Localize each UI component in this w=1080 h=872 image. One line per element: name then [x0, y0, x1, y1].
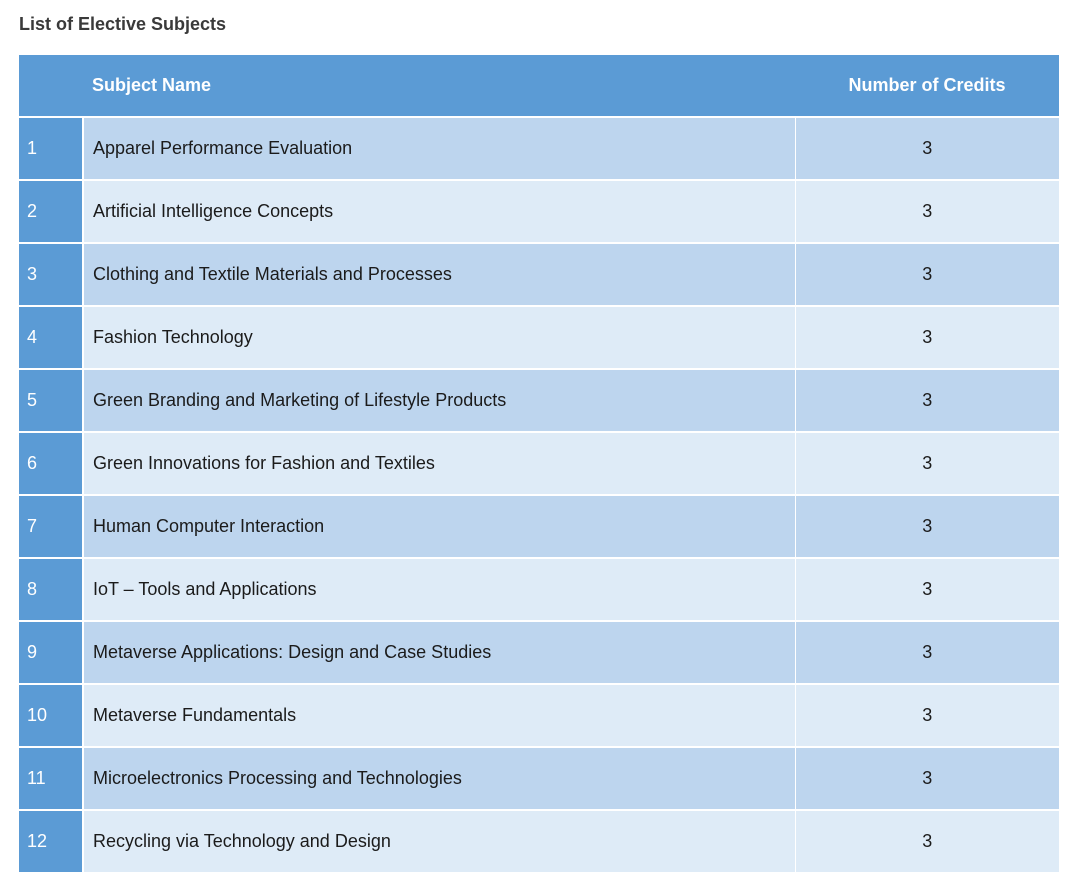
subject-credits: 3 [795, 117, 1059, 181]
subject-name: Clothing and Textile Materials and Proce… [83, 243, 796, 307]
subject-credits: 3 [795, 243, 1059, 307]
subject-name: Fashion Technology [83, 306, 796, 370]
elective-subjects-table: Subject Name Number of Credits 1 Apparel… [19, 55, 1059, 872]
table-row: 7 Human Computer Interaction 3 [19, 495, 1059, 559]
subject-name: Artificial Intelligence Concepts [83, 180, 796, 244]
table-row: 11 Microelectronics Processing and Techn… [19, 747, 1059, 811]
table-row: 2 Artificial Intelligence Concepts 3 [19, 180, 1059, 244]
row-number: 12 [19, 810, 84, 872]
subject-credits: 3 [795, 180, 1059, 244]
subject-name: Apparel Performance Evaluation [83, 117, 796, 181]
subject-name: Metaverse Applications: Design and Case … [83, 621, 796, 685]
row-number: 11 [19, 747, 84, 811]
subject-credits: 3 [795, 747, 1059, 811]
subject-name: Human Computer Interaction [83, 495, 796, 559]
subject-name: Green Innovations for Fashion and Textil… [83, 432, 796, 496]
header-subject-name: Subject Name [83, 55, 795, 118]
subject-credits: 3 [795, 684, 1059, 748]
page-title: List of Elective Subjects [19, 14, 227, 34]
row-number: 8 [19, 558, 84, 622]
row-number: 9 [19, 621, 84, 685]
subject-name: Green Branding and Marketing of Lifestyl… [83, 369, 796, 433]
subject-name: Recycling via Technology and Design [83, 810, 796, 872]
table-row: 8 IoT – Tools and Applications 3 [19, 558, 1059, 622]
header-credits: Number of Credits [795, 55, 1059, 118]
subject-credits: 3 [795, 558, 1059, 622]
row-number: 7 [19, 495, 84, 559]
table-header-row: Subject Name Number of Credits [19, 55, 1059, 118]
subject-credits: 3 [795, 495, 1059, 559]
subject-credits: 3 [795, 621, 1059, 685]
subject-name: IoT – Tools and Applications [83, 558, 796, 622]
subject-credits: 3 [795, 810, 1059, 872]
row-number: 3 [19, 243, 84, 307]
table-row: 10 Metaverse Fundamentals 3 [19, 684, 1059, 748]
subject-credits: 3 [795, 306, 1059, 370]
row-number: 10 [19, 684, 84, 748]
subject-credits: 3 [795, 369, 1059, 433]
row-number: 4 [19, 306, 84, 370]
table-row: 9 Metaverse Applications: Design and Cas… [19, 621, 1059, 685]
subject-credits: 3 [795, 432, 1059, 496]
table-row: 5 Green Branding and Marketing of Lifest… [19, 369, 1059, 433]
subject-name: Metaverse Fundamentals [83, 684, 796, 748]
table-row: 4 Fashion Technology 3 [19, 306, 1059, 370]
header-number [19, 55, 83, 118]
table-row: 6 Green Innovations for Fashion and Text… [19, 432, 1059, 496]
row-number: 6 [19, 432, 84, 496]
table-row: 1 Apparel Performance Evaluation 3 [19, 117, 1059, 181]
table-row: 3 Clothing and Textile Materials and Pro… [19, 243, 1059, 307]
table-row: 12 Recycling via Technology and Design 3 [19, 810, 1059, 872]
row-number: 1 [19, 117, 84, 181]
row-number: 5 [19, 369, 84, 433]
subject-name: Microelectronics Processing and Technolo… [83, 747, 796, 811]
row-number: 2 [19, 180, 84, 244]
